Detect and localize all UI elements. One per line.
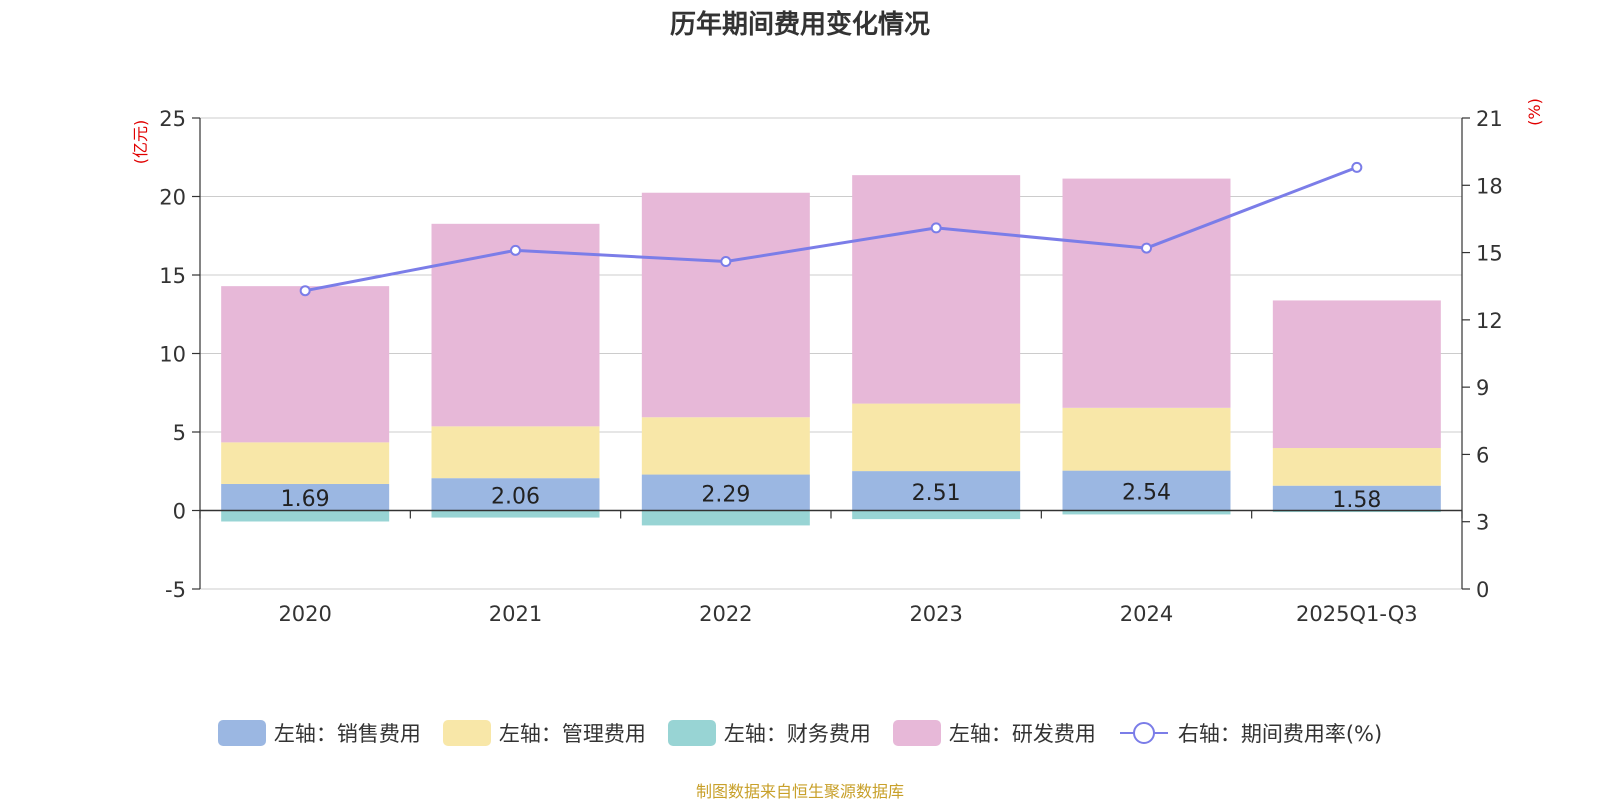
- bar-segment: [1272, 510, 1441, 513]
- bar-segment: [641, 417, 810, 475]
- rate-point: [1141, 242, 1152, 254]
- legend-label: 左轴：研发费用: [948, 722, 1096, 746]
- bar-segment: [1272, 448, 1441, 486]
- bar-segment: [221, 442, 390, 484]
- left-axis-unit: (亿元): [131, 120, 150, 165]
- rate-line-path: [304, 165, 1358, 293]
- legend-line-swatch: [1119, 722, 1168, 744]
- bar-segment: [1272, 485, 1441, 511]
- bars: [221, 175, 1441, 526]
- legend-item[interactable]: 左轴：销售费用: [217, 718, 421, 748]
- bar-segment: [852, 471, 1021, 511]
- bar-segment: [852, 175, 1021, 404]
- bar-segment: [852, 403, 1021, 472]
- legend-item[interactable]: 右轴：期间费用率(%): [1118, 718, 1382, 748]
- x-tick-label: 2022: [699, 602, 752, 626]
- right-tick-label: 15: [1476, 242, 1503, 266]
- bar-segment: [1062, 178, 1231, 408]
- bar-segment: [221, 483, 390, 511]
- bar-segment: [641, 192, 810, 418]
- x-tick-label: 2020: [278, 602, 331, 626]
- right-tick-label: 9: [1476, 376, 1489, 400]
- left-tick-label: 15: [159, 264, 186, 288]
- rate-point: [930, 222, 942, 234]
- data-labels: 1.69 2.06 2.29 2.51 2.54 1.58: [281, 481, 1382, 514]
- rate-point: [299, 285, 311, 297]
- legend-marker: [1132, 722, 1155, 744]
- data-label: 2.54: [1122, 481, 1171, 506]
- rate-line: [299, 161, 1363, 297]
- right-tick-label: 0: [1476, 578, 1489, 602]
- left-tick-label: 0: [173, 500, 186, 524]
- right-tick-label: 21: [1476, 107, 1503, 131]
- bar-segment: [1062, 510, 1231, 515]
- bar-segment: [852, 510, 1021, 520]
- data-label: 1.69: [281, 487, 330, 512]
- axes: -5 0 5 10 15 20 25 0 3 6 9 12 15 18 21 (亿元) (%) 2020 2021 2…: [131, 98, 1544, 626]
- data-label: 2.06: [491, 484, 540, 509]
- legend-swatch: [667, 720, 716, 746]
- bar-segment: [431, 510, 600, 518]
- bar-segment: [641, 474, 810, 511]
- legend-swatch: [217, 720, 266, 746]
- right-tick-label: 6: [1476, 443, 1489, 467]
- right-tick-label: 18: [1476, 174, 1503, 198]
- left-tick-label: 10: [159, 343, 186, 367]
- legend-item[interactable]: 左轴：管理费用: [442, 718, 646, 748]
- x-tick-label: 2025Q1-Q3: [1296, 602, 1418, 626]
- data-label: 1.58: [1332, 488, 1381, 513]
- right-tick-label: 12: [1476, 309, 1503, 333]
- bar-segment: [641, 510, 810, 526]
- rate-point: [1351, 161, 1363, 173]
- x-tick-label: 2024: [1120, 602, 1173, 626]
- legend: 左轴：销售费用 左轴：管理费用 左轴：财务费用 左轴：研发费用 右轴：期间费用率(%): [0, 718, 1600, 748]
- right-tick-label: 3: [1476, 511, 1489, 535]
- bar-segment: [221, 510, 390, 522]
- bar-segment: [221, 286, 390, 443]
- legend-item[interactable]: 左轴：财务费用: [667, 718, 871, 748]
- left-tick-label: -5: [165, 578, 186, 602]
- rate-point: [510, 244, 521, 256]
- left-tick-label: 25: [159, 107, 186, 131]
- bar-segment: [1062, 407, 1231, 471]
- left-tick-label: 20: [159, 186, 186, 210]
- x-tick-label: 2023: [909, 602, 962, 626]
- bar-segment: [431, 426, 600, 479]
- x-tick-label: 2021: [489, 602, 542, 626]
- source-note: 制图数据来自恒生聚源数据库: [695, 782, 904, 801]
- bar-segment: [431, 223, 600, 427]
- data-label: 2.29: [701, 483, 750, 508]
- legend-swatch: [442, 720, 491, 746]
- right-axis-unit: (%): [1525, 98, 1544, 126]
- legend-label: 左轴：管理费用: [498, 722, 646, 746]
- legend-label: 右轴：期间费用率(%): [1177, 722, 1383, 746]
- legend-label: 左轴：销售费用: [273, 722, 421, 746]
- legend-swatch: [892, 720, 941, 746]
- data-label: 2.51: [912, 481, 961, 506]
- rate-point: [720, 256, 732, 268]
- left-tick-label: 5: [173, 421, 186, 445]
- bar-segment: [431, 478, 600, 511]
- bar-segment: [1272, 300, 1441, 449]
- bar-segment: [1062, 470, 1231, 511]
- legend-label: 左轴：财务费用: [723, 722, 871, 746]
- legend-item[interactable]: 左轴：研发费用: [892, 718, 1096, 748]
- chart-title: 历年期间费用变化情况: [669, 10, 930, 40]
